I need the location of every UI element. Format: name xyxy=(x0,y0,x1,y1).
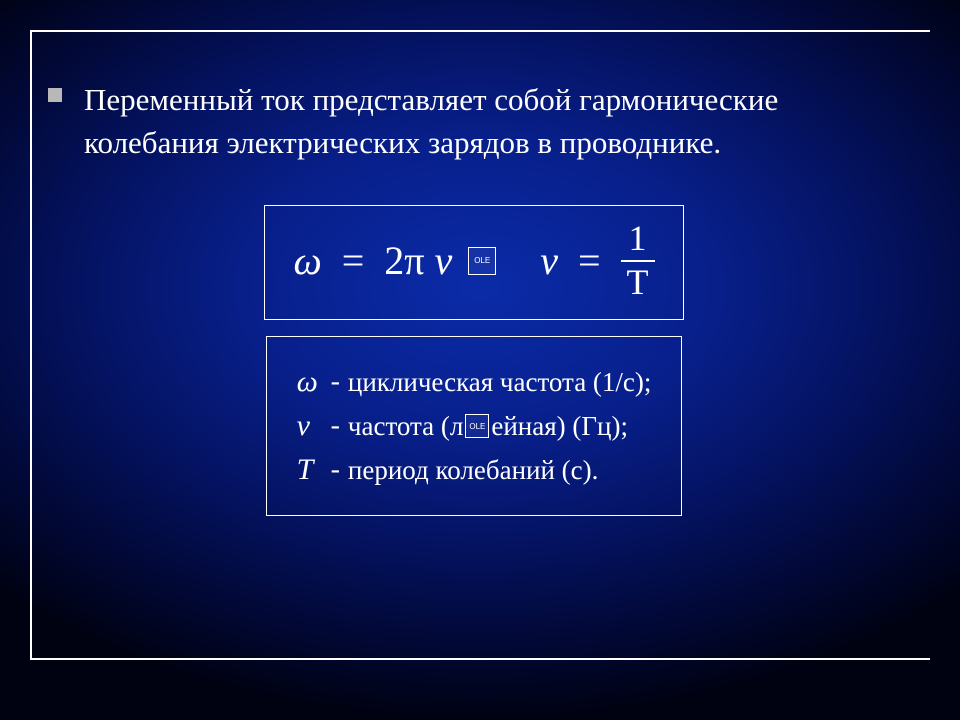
equals-2: = xyxy=(578,237,601,284)
frame-left xyxy=(30,30,32,660)
legend-text-2-pre: частота (л xyxy=(348,411,463,442)
legend-sym-t: T xyxy=(297,453,327,487)
legend-text-3: период колебаний (с). xyxy=(348,455,598,486)
equals-1: = xyxy=(342,237,365,284)
bullet-row: Переменный ток представляет собой гармон… xyxy=(48,78,900,165)
symbol-nu-2: ν xyxy=(540,237,558,284)
legend-sym-nu: ν xyxy=(297,409,327,443)
fraction-numerator: 1 xyxy=(623,220,653,260)
ole-placeholder-icon-2: OLE xyxy=(465,414,489,438)
formula-box: ω = 2πν OLE ν = 1 T xyxy=(264,205,683,321)
formula-container: ω = 2πν OLE ν = 1 T xyxy=(48,205,900,321)
ole-placeholder-icon: OLE xyxy=(468,247,496,275)
legend-text-2-post: ейная) (Гц); xyxy=(491,411,628,442)
paragraph-text: Переменный ток представляет собой гармон… xyxy=(84,78,900,165)
fraction-denominator: T xyxy=(621,262,655,302)
frame-top xyxy=(30,30,930,32)
legend-text-1: циклическая частота (1/с); xyxy=(348,367,652,398)
fraction: 1 T xyxy=(621,220,655,302)
legend-row-2: ν - частота (лOLEейная) (Гц); xyxy=(297,409,652,443)
legend-sym-omega: ω xyxy=(297,365,327,399)
bullet-marker xyxy=(48,88,62,102)
frame-bottom xyxy=(30,658,930,660)
symbol-nu-1: ν xyxy=(434,237,452,284)
legend-dash-3: - xyxy=(331,454,340,486)
content-area: Переменный ток представляет собой гармон… xyxy=(48,78,900,516)
legend-box: ω - циклическая частота (1/с); ν - часто… xyxy=(266,336,683,516)
symbol-omega: ω xyxy=(293,237,321,284)
slide: Переменный ток представляет собой гармон… xyxy=(0,0,960,720)
legend-dash-1: - xyxy=(331,366,340,398)
legend-row-3: T - период колебаний (с). xyxy=(297,453,652,487)
legend-container: ω - циклическая частота (1/с); ν - часто… xyxy=(48,336,900,516)
legend-dash-2: - xyxy=(331,410,340,442)
two-pi: 2π xyxy=(384,237,424,284)
legend-row-1: ω - циклическая частота (1/с); xyxy=(297,365,652,399)
